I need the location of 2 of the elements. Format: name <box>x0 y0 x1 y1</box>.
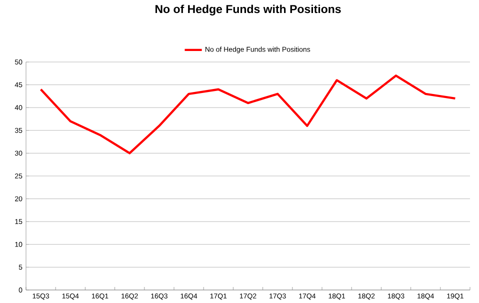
line-series <box>40 74 456 154</box>
chart-title: No of Hedge Funds with Positions <box>155 4 341 16</box>
